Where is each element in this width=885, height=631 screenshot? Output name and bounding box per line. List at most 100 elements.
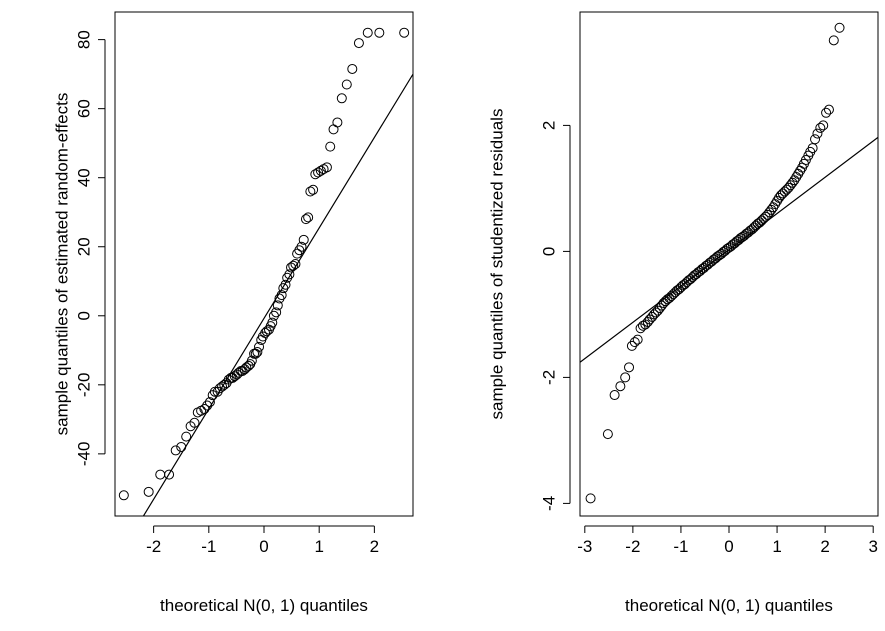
data-point [739, 230, 750, 241]
y-tick-label: 2 [540, 121, 559, 130]
data-point [783, 182, 794, 193]
data-point [624, 362, 635, 373]
data-point [602, 429, 613, 440]
data-point [679, 279, 690, 290]
y-tick-label: -2 [540, 370, 559, 385]
data-point [660, 296, 671, 307]
data-point [821, 107, 832, 118]
data-point [750, 220, 761, 231]
data-point [399, 27, 410, 38]
data-point [785, 180, 796, 191]
data-point [294, 245, 305, 256]
data-point [303, 212, 314, 223]
y-tick-label: 80 [75, 30, 94, 49]
data-point [758, 213, 769, 224]
data-point [308, 184, 319, 195]
x-tick-label: 1 [772, 537, 781, 556]
x-tick-label: 2 [370, 537, 379, 556]
data-point [118, 490, 129, 501]
data-point [325, 141, 336, 152]
data-point [321, 162, 332, 173]
data-point [681, 277, 692, 288]
qq-plot-random-effects: -2 -1 0 1 2 -40 -20 0 20 40 60 80 theoretical N(0, 1… [53, 11, 414, 615]
data-point [199, 403, 210, 414]
plot-frame [579, 11, 879, 517]
data-point [282, 272, 293, 283]
x-tick-label: -1 [673, 537, 688, 556]
data-point [775, 190, 786, 201]
x-tick-label: 2 [820, 537, 829, 556]
y-tick-label: 0 [75, 311, 94, 320]
x-tick-label: 0 [724, 537, 733, 556]
data-point [278, 283, 289, 294]
data-point [292, 248, 303, 259]
data-point [164, 469, 175, 480]
y-tick-label: 20 [75, 237, 94, 256]
data-point [170, 445, 181, 456]
data-point [204, 397, 215, 408]
x-axis-label: theoretical N(0, 1) quantiles [160, 596, 368, 615]
qq-reference-line [142, 73, 413, 516]
data-point [185, 421, 196, 432]
data-point [752, 218, 763, 229]
data-point [629, 337, 640, 348]
data-point [668, 289, 679, 300]
data-point [267, 317, 278, 328]
x-tick-label: 0 [259, 537, 268, 556]
data-point [787, 177, 798, 188]
data-point [675, 282, 686, 293]
data-point [626, 340, 637, 351]
data-point [716, 248, 727, 259]
data-point [748, 222, 759, 233]
data-point [254, 341, 265, 352]
data-point [332, 117, 343, 128]
y-tick-label: -40 [75, 442, 94, 467]
data-point [777, 188, 788, 199]
data-point [181, 431, 192, 442]
data-point [672, 285, 683, 296]
data-point [313, 167, 324, 178]
data-point [702, 259, 713, 270]
data-point [143, 486, 154, 497]
data-point [585, 493, 596, 504]
data-point [353, 38, 364, 49]
y-tick-label: 60 [75, 99, 94, 118]
data-point [764, 207, 775, 218]
x-tick-label: 3 [868, 537, 877, 556]
data-point [677, 280, 688, 291]
data-point [250, 348, 261, 359]
x-tick-label: -3 [577, 537, 592, 556]
data-point [298, 234, 309, 245]
data-point [666, 291, 677, 302]
data-point [691, 269, 702, 280]
data-point [654, 303, 665, 314]
data-point [239, 364, 250, 375]
data-point [280, 279, 291, 290]
y-tick-label: 0 [540, 247, 559, 256]
data-point [609, 390, 620, 401]
data-point [812, 128, 823, 139]
plot-area [118, 27, 413, 516]
data-point [743, 227, 754, 238]
data-point [815, 122, 826, 133]
data-point [284, 269, 295, 280]
data-point [268, 310, 279, 321]
x-tick-label: -2 [625, 537, 640, 556]
x-tick-label: -2 [146, 537, 161, 556]
y-axis-label: sample quantiles of estimated random-eff… [53, 93, 72, 436]
data-point [252, 347, 263, 358]
data-point [863, 0, 872, 5]
data-point [274, 293, 285, 304]
data-point [271, 307, 282, 318]
data-point [290, 259, 301, 269]
data-point [658, 298, 669, 309]
data-point [649, 309, 660, 320]
data-point [828, 35, 839, 46]
x-tick-label: -1 [201, 537, 216, 556]
data-point [296, 241, 307, 252]
data-point [685, 274, 696, 285]
data-point [695, 265, 706, 276]
data-point [341, 79, 352, 90]
data-point [207, 390, 218, 401]
data-point [762, 209, 773, 220]
